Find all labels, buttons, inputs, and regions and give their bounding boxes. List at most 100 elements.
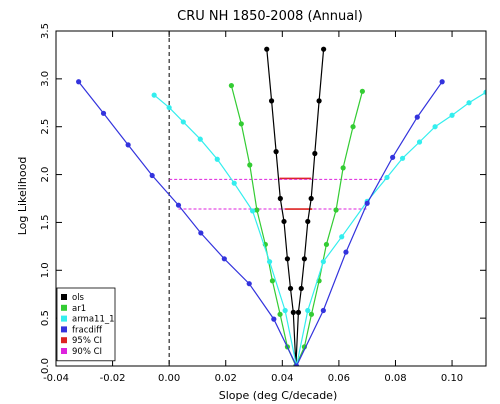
series-point-ar1-15	[350, 124, 356, 130]
series-point-arma11_1-15	[399, 155, 406, 161]
series-point-arma11_1-1	[166, 104, 172, 111]
series-point-arma11_1-19	[466, 100, 472, 106]
series-point-fracdiff-10	[320, 307, 326, 314]
series-point-arma11_1-7	[266, 259, 273, 265]
series-point-fracdiff-14	[414, 114, 420, 120]
series-point-fracdiff-13	[390, 154, 396, 160]
series-point-arma11_1-2	[180, 119, 186, 125]
series-point-arma11_1-18	[449, 112, 455, 118]
series-point-fracdiff-9	[293, 363, 300, 366]
series-line-ar1	[230, 85, 363, 366]
series-point-ar1-5	[269, 278, 276, 284]
series-point-ar1-13	[333, 207, 339, 213]
series-point-ols-0	[264, 46, 270, 52]
plot-area: -0.04 -0.02 0.00 0.02 0.04 0.06 0.08 0.10 0.0 0.5…	[40, 23, 487, 384]
series-point-fracdiff-7	[246, 281, 252, 287]
series-point-ols-13	[308, 195, 314, 202]
series-point-fracdiff-2	[125, 142, 131, 148]
series-point-fracdiff-0	[76, 79, 82, 85]
series-line-fracdiff	[78, 81, 443, 366]
legend-label-4: 95% CI	[72, 336, 102, 346]
x-tick-label-0: -0.04	[43, 373, 69, 384]
series-point-ar1-6	[277, 311, 283, 317]
series-point-ols-10	[298, 285, 304, 292]
series-point-ar1-0	[228, 82, 234, 89]
plot-frame	[55, 30, 487, 367]
y-tick-label-5: 2.5	[40, 119, 51, 135]
legend-swatch-2	[61, 315, 67, 322]
series-point-arma11_1-11	[320, 259, 326, 265]
legend-swatch-1	[61, 304, 67, 311]
series-point-arma11_1-4	[214, 156, 220, 162]
series-point-ols-4	[281, 218, 287, 225]
series-point-arma11_1-16	[416, 139, 423, 145]
series-line-ols	[266, 49, 325, 366]
legend-box	[56, 287, 116, 362]
series-point-ar1-2	[247, 162, 253, 168]
y-axis-title: Log Likelihood	[16, 157, 29, 236]
data-layer	[76, 46, 486, 366]
y-tick-label-7: 3.5	[40, 23, 51, 39]
legend-label-3: fracdiff	[72, 325, 103, 335]
chart-title: CRU NH 1850-2008 (Annual)	[177, 9, 363, 24]
series-point-ar1-14	[340, 165, 346, 171]
series-point-ols-1	[268, 98, 275, 104]
series-point-ar1-12	[323, 241, 330, 248]
series-point-ols-2	[273, 149, 279, 155]
y-tick-label-6: 3.0	[40, 71, 51, 87]
legend-label-5: 90% CI	[72, 347, 102, 357]
legend-label-2: arma11_1	[72, 315, 115, 325]
series-point-arma11_1-14	[384, 174, 390, 181]
y-tick-label-1: 0.5	[40, 310, 51, 326]
series-point-ols-6	[287, 285, 294, 292]
legend-label-0: ols	[72, 293, 85, 303]
legend-swatch-4	[61, 337, 67, 344]
series-point-fracdiff-4	[175, 202, 182, 208]
series-point-fracdiff-3	[149, 172, 155, 179]
series-point-fracdiff-12	[364, 200, 370, 206]
y-tick-label-4: 2.0	[40, 167, 51, 183]
legend-swatch-5	[61, 348, 67, 354]
series-point-ols-9	[295, 309, 302, 315]
series-point-ols-3	[277, 195, 283, 202]
series-point-arma11_1-0	[151, 92, 157, 98]
series-point-ols-15	[316, 98, 322, 104]
series-point-ols-14	[312, 150, 318, 157]
series-point-arma11_1-6	[250, 208, 256, 214]
y-tick-label-0: 0.0	[40, 358, 51, 374]
x-tick-label-4: 0.04	[271, 373, 293, 384]
series-point-arma11_1-10	[305, 307, 311, 314]
series-point-arma11_1-3	[197, 136, 203, 142]
series-point-fracdiff-8	[271, 316, 277, 322]
series-point-arma11_1-5	[231, 180, 237, 186]
series-point-ols-16	[321, 46, 327, 52]
series-point-ols-5	[284, 256, 291, 262]
legend-swatch-3	[61, 326, 67, 333]
x-tick-label-5: 0.06	[328, 373, 350, 384]
series-point-fracdiff-15	[439, 79, 445, 85]
series-point-ols-7	[290, 309, 296, 315]
series-point-ols-11	[301, 256, 307, 262]
series-point-arma11_1-17	[432, 124, 438, 130]
series-point-arma11_1-20	[483, 89, 486, 95]
y-tick-label-2: 1.0	[40, 262, 51, 278]
x-axis-title: Slope (deg C/decade)	[219, 389, 338, 402]
x-tick-label-3: 0.02	[215, 373, 237, 384]
legend-label-1: ar1	[72, 304, 86, 314]
series-point-ar1-16	[359, 88, 365, 94]
series-point-arma11_1-8	[282, 307, 288, 314]
x-tick-label-2: 0.00	[158, 373, 180, 384]
series-point-fracdiff-6	[221, 256, 227, 262]
x-tick-label-6: 0.08	[384, 373, 406, 384]
series-point-fracdiff-1	[100, 110, 107, 116]
series-point-ols-12	[305, 218, 311, 225]
series-point-ar1-3	[254, 207, 260, 213]
series-point-arma11_1-12	[339, 234, 345, 240]
x-tick-label-1: -0.02	[100, 373, 126, 384]
series-line-arma11_1	[153, 91, 486, 366]
legend-swatch-0	[61, 294, 67, 300]
series-point-fracdiff-5	[198, 230, 204, 236]
series-point-ar1-1	[238, 121, 244, 127]
